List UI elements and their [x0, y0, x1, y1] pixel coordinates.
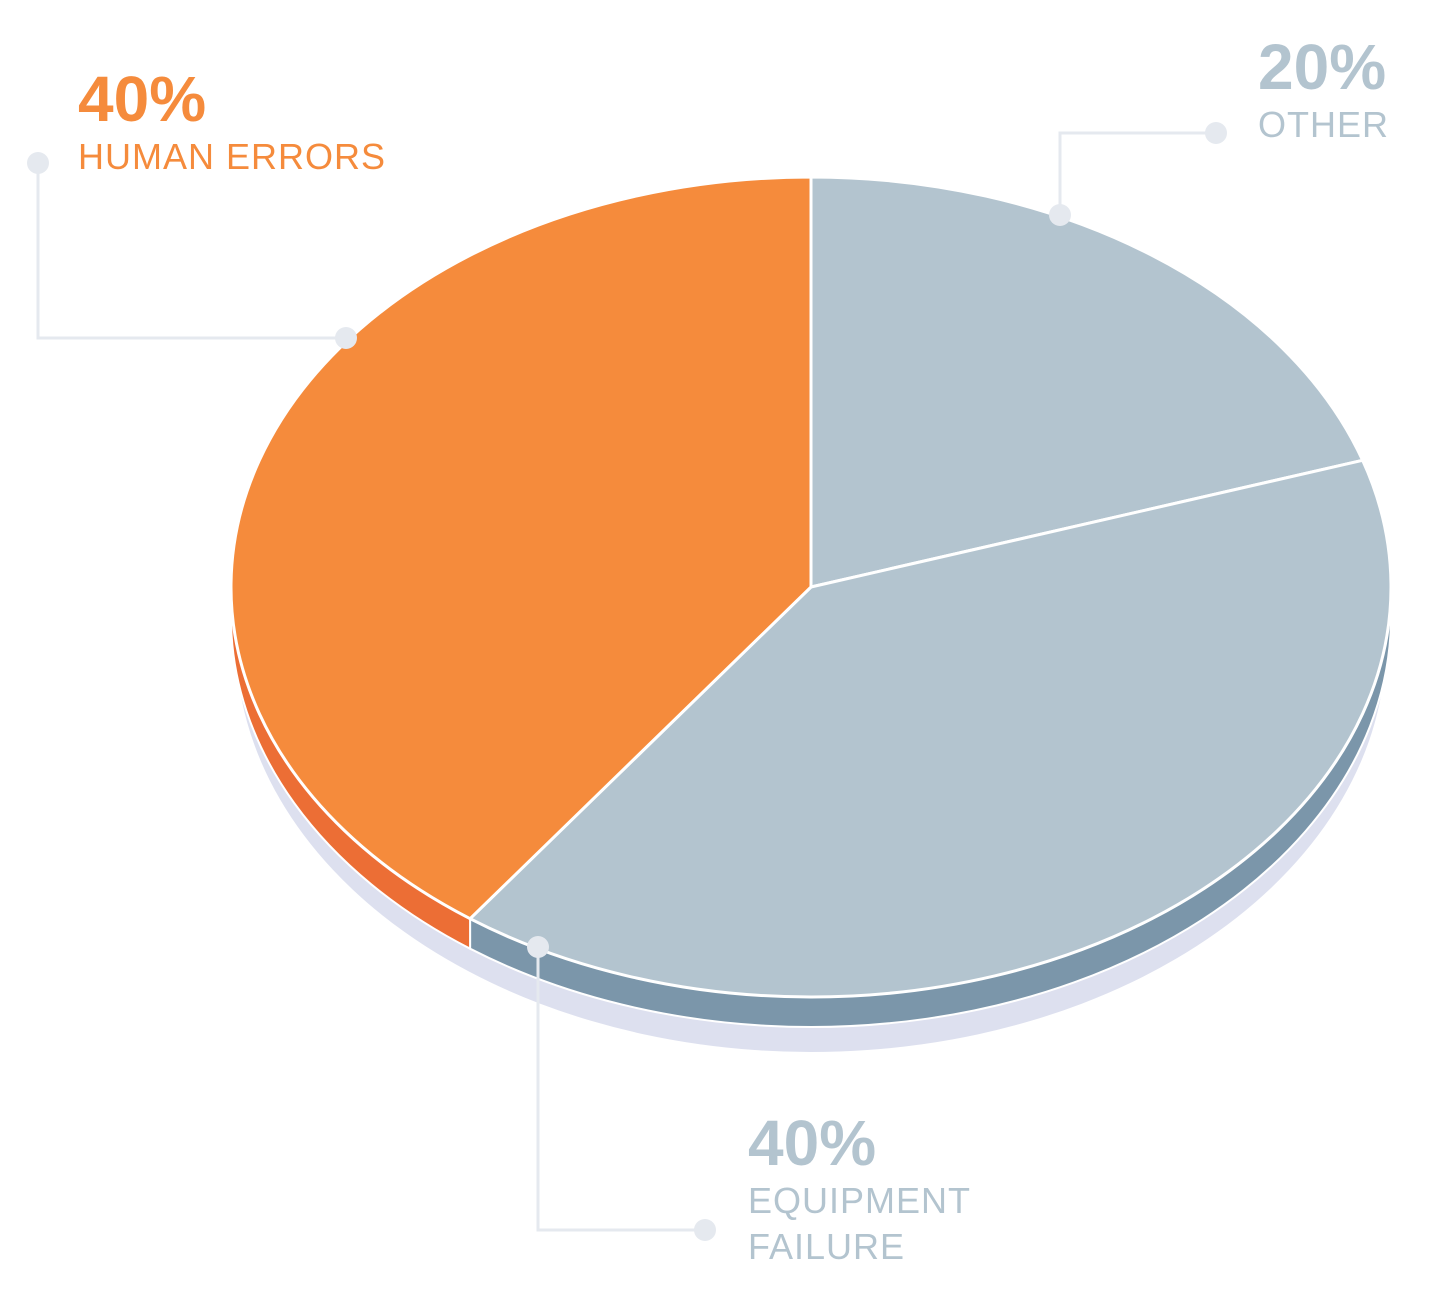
category-label: OTHER [1258, 104, 1389, 145]
pie-slice [468, 458, 1393, 999]
value-label: 40% [748, 1107, 877, 1179]
leader-line [536, 947, 705, 1232]
label-group: 40% EQUIPMENT FAILURE [748, 1108, 998, 1270]
leader-dot [1205, 122, 1227, 144]
leader-dot [27, 152, 49, 174]
category-label: EQUIPMENT FAILURE [748, 1180, 971, 1267]
label-group: 20% OTHER [1258, 32, 1389, 148]
pie-slice [229, 175, 813, 921]
leader-line [1058, 131, 1216, 215]
value-label: 40% [78, 63, 207, 135]
leader-dot [694, 1219, 716, 1241]
leader-dot [527, 936, 549, 958]
leader-dot [335, 327, 357, 349]
leaders [27, 122, 1227, 1241]
leader-dot [1049, 204, 1071, 226]
leader-line [36, 163, 346, 340]
label-group: 40% HUMAN ERRORS [78, 64, 386, 180]
value-label: 20% [1258, 31, 1387, 103]
category-label: HUMAN ERRORS [78, 136, 387, 177]
pie-slice [809, 175, 1365, 589]
pie [229, 175, 1393, 1052]
